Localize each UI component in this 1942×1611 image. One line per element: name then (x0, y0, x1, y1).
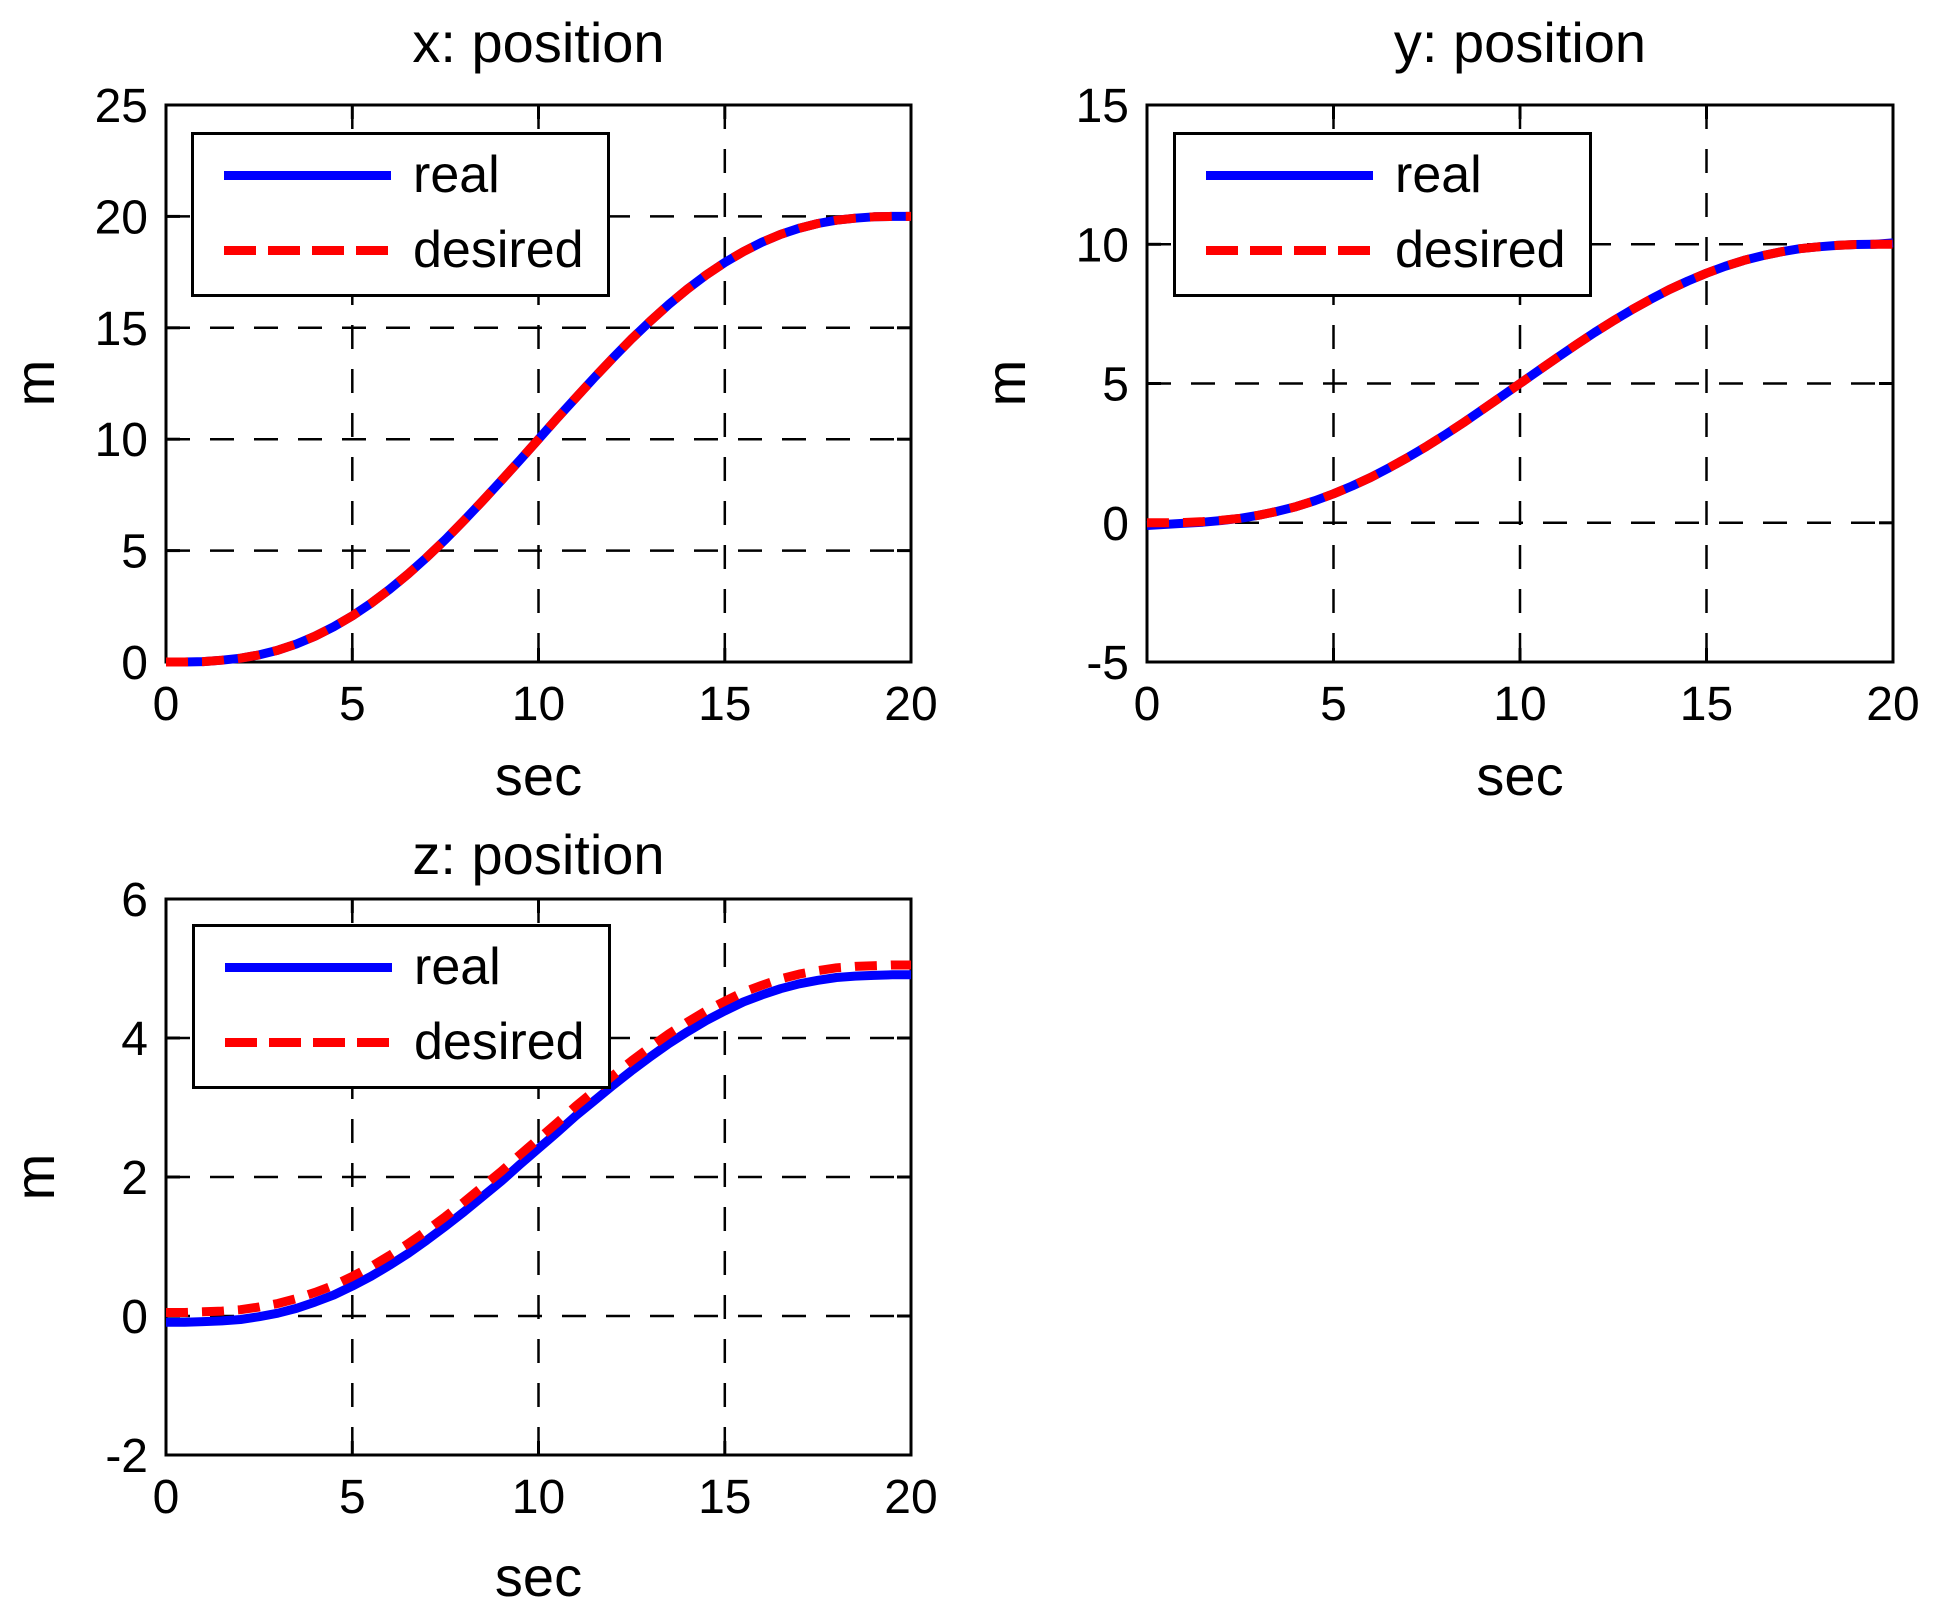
x-axis-label: sec (494, 744, 583, 807)
desired-line-swatch (225, 1037, 392, 1047)
y-tick-label: 5 (121, 526, 148, 579)
x-tick-label: 20 (1866, 678, 1919, 731)
legend-label-real: real (1395, 146, 1482, 204)
legend-label-real: real (414, 938, 501, 996)
x-axis-label: sec (1476, 744, 1564, 807)
legend-item-real: real (195, 940, 501, 994)
subplot-y-position: 0 5 10 15 20 -5 0 5 10 15 y: position m sec real … (971, 0, 1942, 805)
legend-label-real: real (413, 146, 500, 204)
x-tick-label: 0 (153, 678, 180, 731)
x-tick-label: 10 (512, 678, 565, 731)
y-tick-label: 25 (95, 80, 148, 133)
x-tick-label: 15 (698, 1471, 751, 1524)
desired-line-swatch (1206, 245, 1373, 255)
y-tick-label: -5 (1086, 637, 1129, 690)
y-tick-label: 15 (1076, 80, 1129, 133)
legend: real desired (1173, 132, 1592, 297)
series-line-real (166, 970, 911, 1327)
x-axis-label: sec (494, 1545, 583, 1608)
y-tick-label: 2 (121, 1152, 148, 1205)
x-tick-label: 15 (698, 678, 751, 731)
series-line-desired (166, 211, 911, 667)
desired-line-swatch (224, 245, 391, 255)
x-position-plot-canvas: 0 5 10 15 20 0 5 10 15 20 25 (95, 80, 938, 731)
subplot-z-position: 0 5 10 15 20 -2 0 2 4 6 z: position m sec real de… (0, 805, 971, 1611)
x-tick-label: 0 (1134, 678, 1161, 731)
x-tick-label: 15 (1680, 678, 1733, 731)
x-tick-label: 0 (153, 1471, 180, 1524)
series-line-desired (166, 960, 911, 1317)
real-line-swatch (1206, 170, 1373, 180)
x-tick-label: 20 (884, 678, 937, 731)
legend: real desired (191, 132, 610, 297)
y-tick-label: 6 (121, 874, 148, 927)
y-axis-label: m (974, 359, 1037, 407)
y-tick-label: 4 (121, 1013, 148, 1066)
x-tick-label: 10 (1493, 678, 1546, 731)
chart-title: x: position (412, 11, 665, 74)
chart-title: z: position (412, 823, 665, 886)
real-line-swatch (224, 170, 391, 180)
legend-label-desired: desired (1395, 221, 1566, 279)
y-tick-label: 15 (95, 303, 148, 356)
y-axis-label: m (3, 359, 66, 407)
y-tick-label: 10 (95, 414, 148, 467)
y-tick-label: -2 (105, 1430, 148, 1483)
legend-item-real: real (1176, 148, 1482, 202)
x-tick-label: 5 (339, 678, 366, 731)
x-tick-label: 10 (512, 1471, 565, 1524)
real-line-swatch (225, 962, 392, 972)
y-tick-label: 0 (121, 637, 148, 690)
legend-item-desired: desired (1176, 223, 1566, 277)
legend-label-desired: desired (413, 221, 584, 279)
y-tick-label: 10 (1076, 219, 1129, 272)
legend-label-desired: desired (414, 1013, 585, 1071)
chart-title: y: position (1393, 11, 1647, 74)
y-tick-label: 0 (1102, 498, 1129, 551)
x-tick-label: 5 (1320, 678, 1347, 731)
legend-item-real: real (194, 148, 500, 202)
legend-item-desired: desired (195, 1015, 585, 1069)
series-line-desired (1147, 239, 1893, 528)
legend-item-desired: desired (194, 223, 584, 277)
legend: real desired (192, 924, 611, 1089)
x-tick-label: 20 (884, 1471, 937, 1524)
subplot-x-position: 0 5 10 15 20 0 5 10 15 20 25 x: position m sec rea… (0, 0, 971, 805)
y-tick-label: 0 (121, 1291, 148, 1344)
y-tick-label: 20 (95, 191, 148, 244)
x-tick-label: 5 (339, 1471, 366, 1524)
y-axis-label: m (3, 1153, 66, 1201)
y-tick-label: 5 (1102, 359, 1129, 412)
